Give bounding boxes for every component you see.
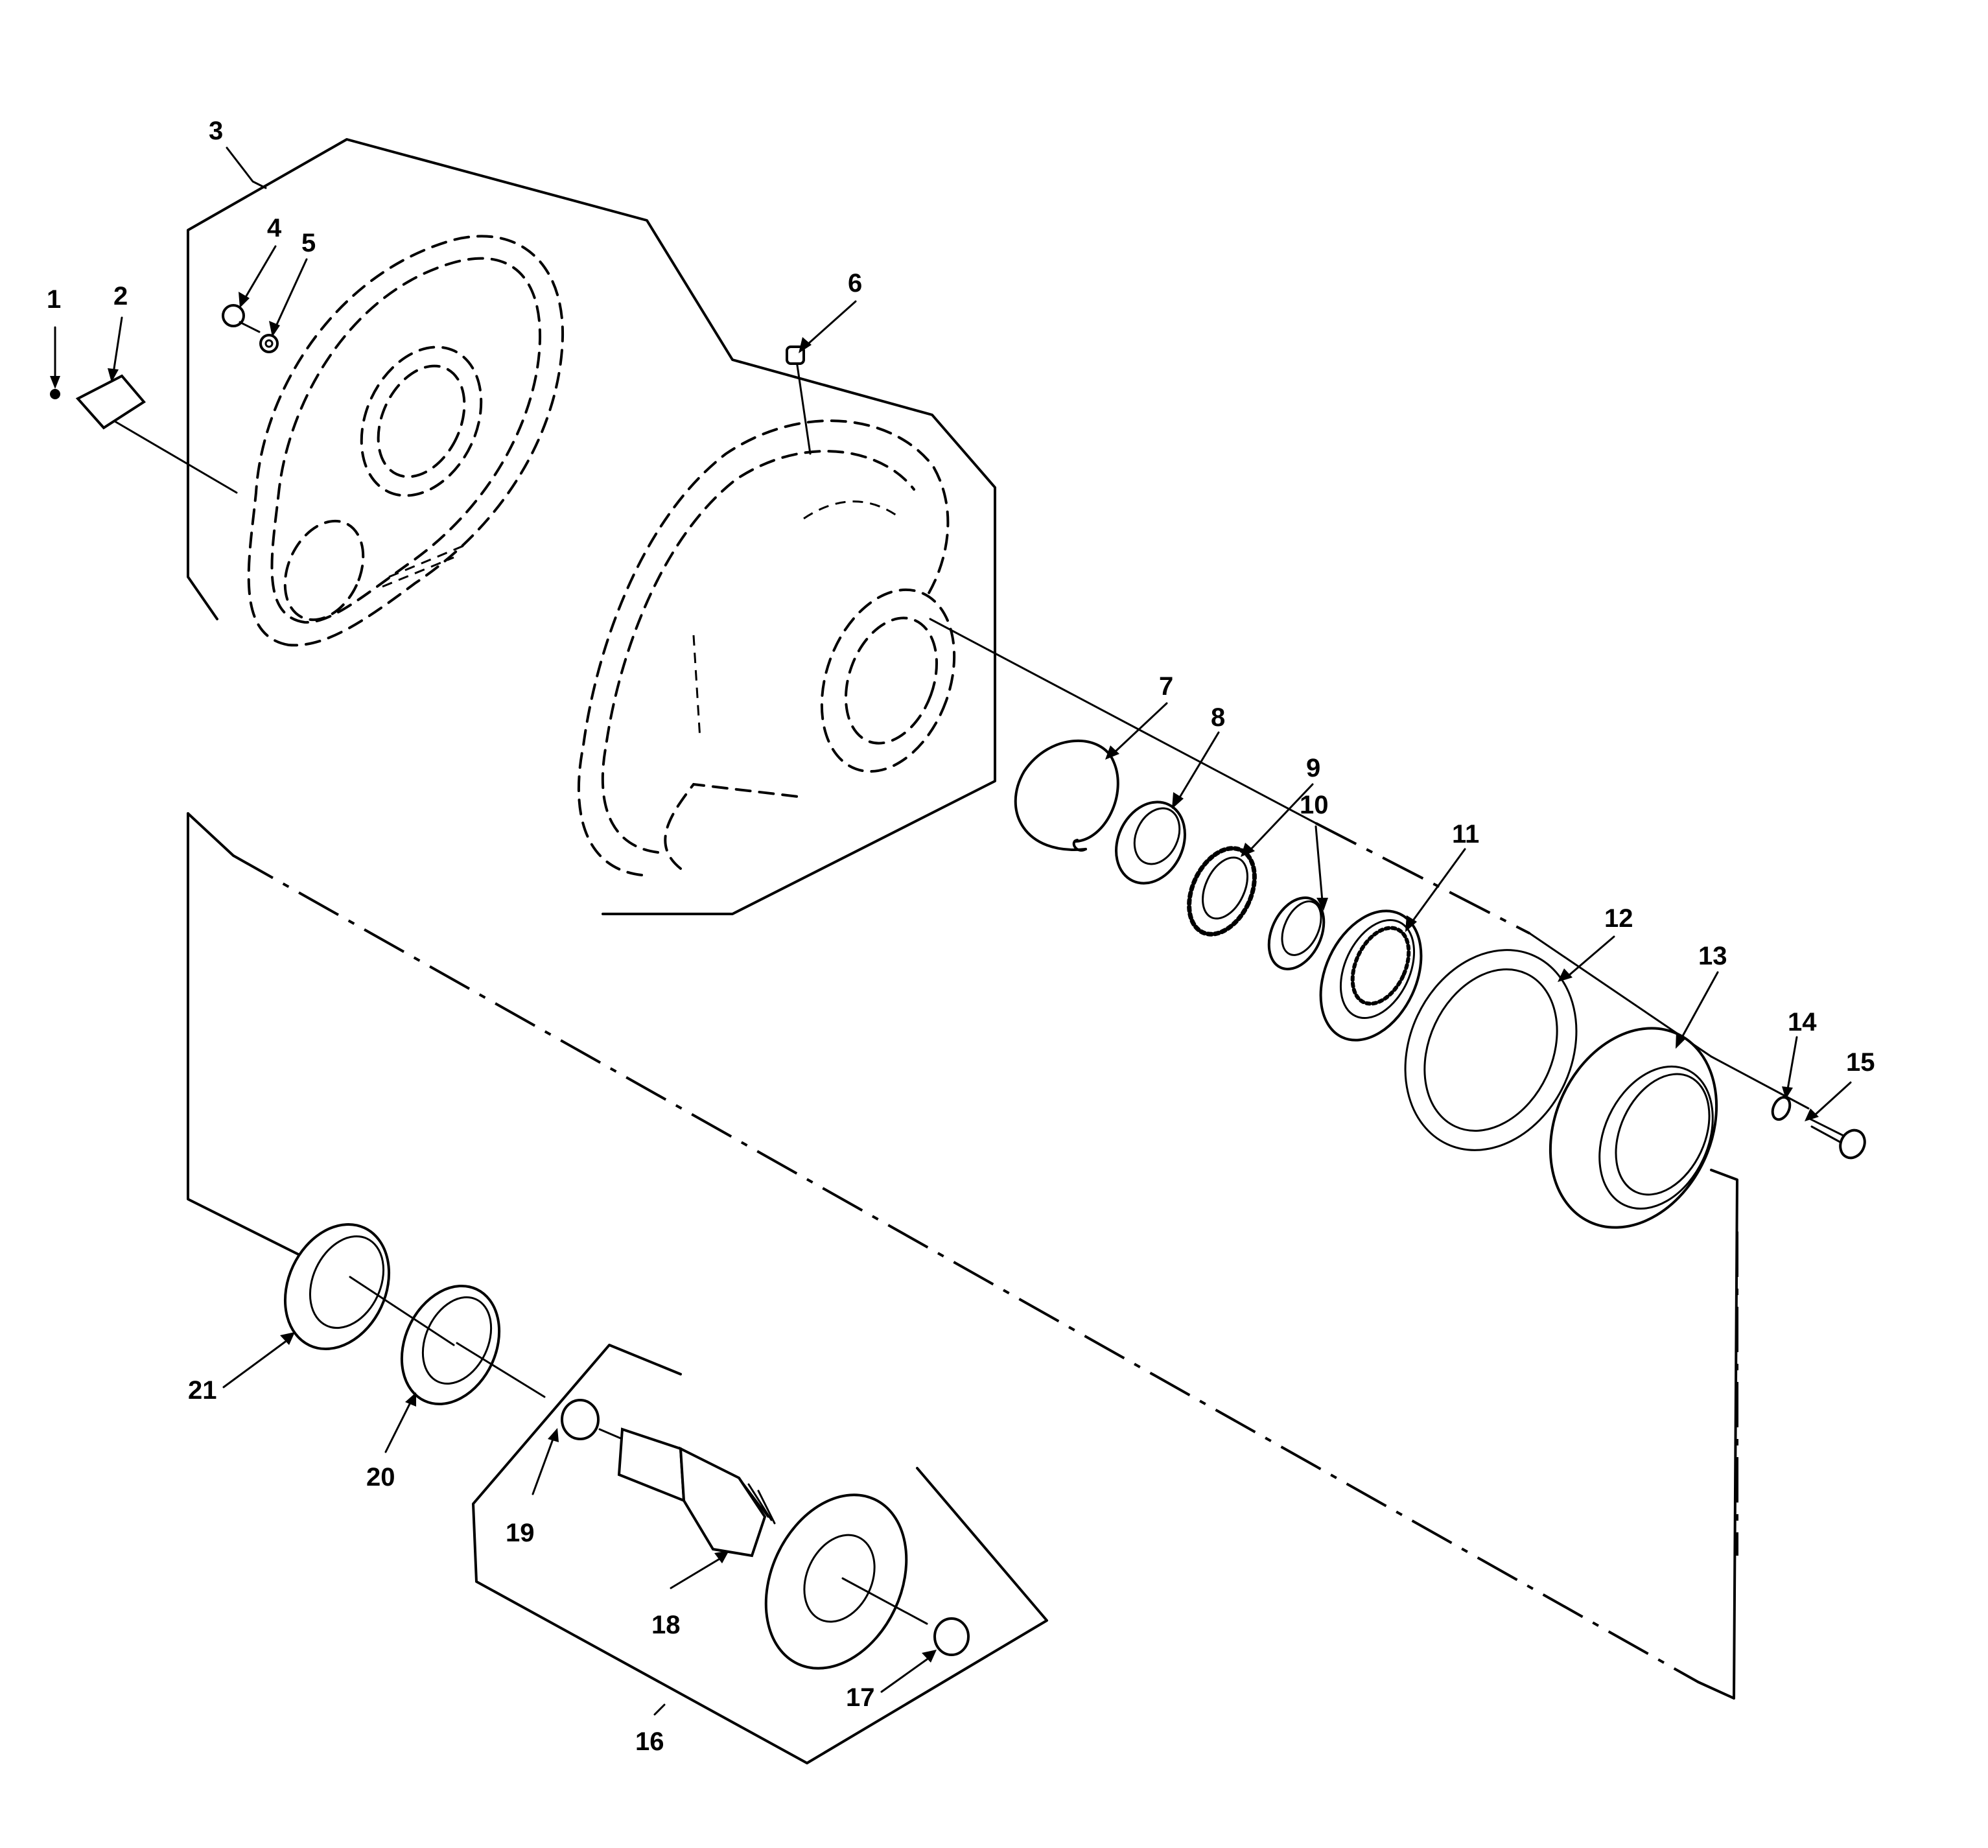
assembly-boundary-line: [187, 812, 312, 1262]
callout-9: 9: [1306, 754, 1320, 782]
callout-21: 21: [188, 1376, 217, 1405]
front-cover-hidden-lines: [247, 235, 565, 647]
callout-1: 1: [47, 285, 61, 314]
callout-2: 2: [113, 282, 128, 310]
part-5-washer[interactable]: [259, 334, 279, 353]
callout-15: 15: [1846, 1048, 1875, 1077]
part-12-gasket[interactable]: [1374, 922, 1608, 1178]
part-15-screw[interactable]: [1807, 1117, 1869, 1162]
part-13-retainer[interactable]: [1519, 1001, 1748, 1254]
part-2-plate[interactable]: [75, 374, 146, 430]
part-17-plug[interactable]: [933, 1617, 970, 1656]
callout-16: 16: [635, 1727, 664, 1756]
callout-20: 20: [366, 1463, 395, 1491]
callout-10: 10: [1300, 791, 1329, 819]
callout-18: 18: [651, 1611, 681, 1639]
part-19-bushing[interactable]: [561, 1399, 600, 1440]
part-4-bolt[interactable]: [222, 304, 261, 333]
part-20-retainer[interactable]: [383, 1270, 517, 1420]
callout-12: 12: [1604, 904, 1633, 933]
callout-17: 17: [846, 1683, 875, 1712]
upper-centerline: [929, 618, 1317, 825]
part-10-spacer[interactable]: [1258, 889, 1335, 977]
housing-outline: [187, 138, 996, 915]
callout-3: 3: [209, 117, 223, 145]
callout-13: 13: [1698, 942, 1727, 970]
callout-4: 4: [267, 214, 282, 242]
callout-5: 5: [301, 229, 316, 257]
part-11-roller-bearing[interactable]: [1301, 895, 1441, 1056]
part-7-snap-ring[interactable]: [1014, 739, 1119, 852]
part-18-output-shaft[interactable]: [617, 1427, 933, 1691]
part-21-seal[interactable]: [266, 1208, 408, 1366]
callout-7: 7: [1159, 672, 1173, 701]
callout-19: 19: [506, 1519, 535, 1547]
callout-6: 6: [848, 269, 862, 298]
part-8-bearing[interactable]: [1103, 791, 1198, 895]
callout-8: 8: [1211, 703, 1225, 732]
shaft-assembly-outline[interactable]: [472, 1344, 1048, 1764]
callout-11: 11: [1452, 820, 1479, 848]
part-9-lockwasher[interactable]: [1176, 838, 1268, 945]
rear-case-hidden-lines: [577, 419, 956, 876]
callout-labels: 1 2 3 4 5 6 7 8 9 10 11 12 13 14 15 16 1…: [47, 117, 1875, 1756]
part-1-pin[interactable]: [50, 389, 60, 399]
callout-14: 14: [1788, 1008, 1817, 1036]
leader-lines: [50, 146, 1852, 1716]
